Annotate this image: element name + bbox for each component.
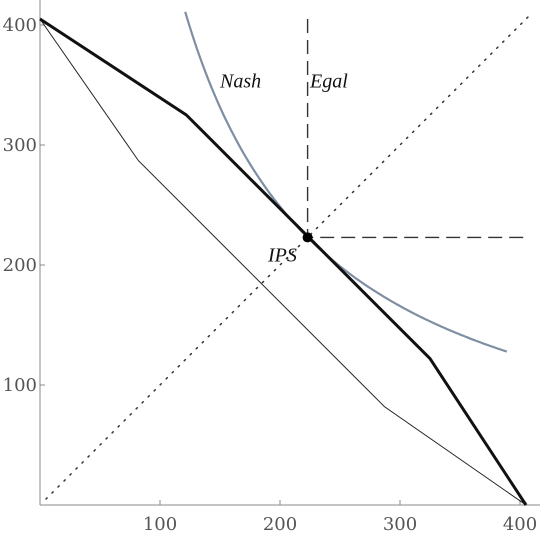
y-ticks: 100 200 300 400 (3, 15, 45, 396)
x-tick-label: 300 (383, 514, 417, 535)
y-tick-label: 400 (3, 15, 37, 36)
diagonal-dotted-line (45, 14, 531, 500)
y-tick-label: 100 (3, 375, 37, 396)
annotation-ips: IPS (267, 244, 297, 266)
x-tick-label: 200 (263, 514, 297, 535)
plot-area: 100 200 300 400 100 200 300 400 Nash Egal IPS (3, 0, 540, 535)
nash-curve (184, 11, 508, 353)
annotation-egal: Egal (309, 70, 348, 92)
annotation-layer: Nash Egal IPS (219, 70, 348, 266)
x-ticks: 100 200 300 400 (143, 500, 537, 535)
x-tick-label: 400 (503, 514, 537, 535)
y-tick-label: 300 (3, 135, 37, 156)
x-tick-label: 100 (143, 514, 177, 535)
annotation-nash: Nash (219, 70, 261, 92)
y-tick-label: 200 (3, 255, 37, 276)
thin-frontier-line (39, 18, 527, 506)
series-layer (39, 11, 531, 506)
ips-point (302, 232, 313, 243)
